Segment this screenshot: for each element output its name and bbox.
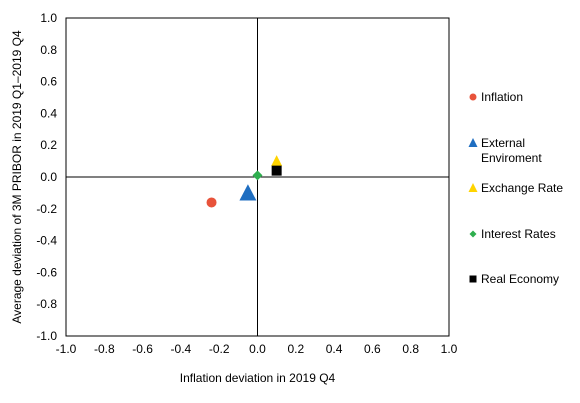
y-tick-label: 1.0 bbox=[40, 11, 57, 25]
legend-label-external-enviroment-line-1: External bbox=[481, 136, 525, 150]
legend-label-inflation: Inflation bbox=[481, 90, 523, 104]
x-axis-title: Inflation deviation in 2019 Q4 bbox=[180, 371, 336, 385]
y-tick-labels: 1.0 0.8 0.6 0.4 0.2 0.0 -0.2 -0.4 -0.6 -0.8 -1.0 bbox=[36, 11, 57, 343]
x-tick-label: 0.0 bbox=[249, 342, 266, 356]
x-tick-label: 1.0 bbox=[441, 342, 458, 356]
legend-label-real-economy: Real Economy bbox=[481, 272, 559, 286]
legend-label-interest-rates: Interest Rates bbox=[481, 227, 556, 241]
y-tick-label: 0.2 bbox=[40, 138, 57, 152]
x-tick-label: 0.4 bbox=[326, 342, 343, 356]
y-axis-title: Average deviation of 3M PRIBOR in 2019 Q… bbox=[10, 30, 24, 324]
x-tick-labels: -1.0 -0.8 -0.6 -0.4 -0.2 0.0 0.2 0.4 0.6 0.8 1.0 bbox=[56, 342, 458, 356]
x-tick-label: -0.6 bbox=[132, 342, 153, 356]
legend-label-exchange-rate: Exchange Rate bbox=[481, 181, 563, 195]
legend-marker-inflation bbox=[469, 93, 477, 101]
x-tick-label: -0.8 bbox=[94, 342, 115, 356]
y-tick-label: 0.8 bbox=[40, 43, 57, 57]
y-tick-label: 0.0 bbox=[40, 170, 57, 184]
y-tick-label: -1.0 bbox=[36, 329, 57, 343]
data-points bbox=[206, 155, 283, 208]
y-tick-label: -0.6 bbox=[36, 265, 57, 279]
x-tick-label: -0.2 bbox=[209, 342, 230, 356]
point-external-enviroment bbox=[239, 184, 257, 201]
x-tick-label: 0.8 bbox=[402, 342, 419, 356]
y-tick-label: 0.4 bbox=[40, 106, 57, 120]
point-exchange-rate bbox=[271, 155, 283, 167]
y-tick-label: -0.8 bbox=[36, 297, 57, 311]
legend-marker-external-enviroment bbox=[468, 137, 478, 148]
point-real-economy bbox=[271, 165, 282, 176]
y-tick-label: 0.6 bbox=[40, 75, 57, 89]
x-tick-label: 0.6 bbox=[364, 342, 381, 356]
legend-marker-interest-rates bbox=[469, 230, 477, 238]
x-tick-label: -0.4 bbox=[171, 342, 192, 356]
point-interest-rates bbox=[252, 170, 263, 181]
y-tick-label: -0.2 bbox=[36, 202, 57, 216]
x-tick-label: -1.0 bbox=[56, 342, 77, 356]
x-tick-label: 0.2 bbox=[287, 342, 304, 356]
point-inflation bbox=[206, 197, 217, 208]
legend-marker-real-economy bbox=[469, 275, 477, 283]
legend-label-external-enviroment-line-2: Enviroment bbox=[481, 151, 542, 165]
y-tick-label: -0.4 bbox=[36, 234, 57, 248]
legend-marker-exchange-rate bbox=[468, 182, 478, 193]
